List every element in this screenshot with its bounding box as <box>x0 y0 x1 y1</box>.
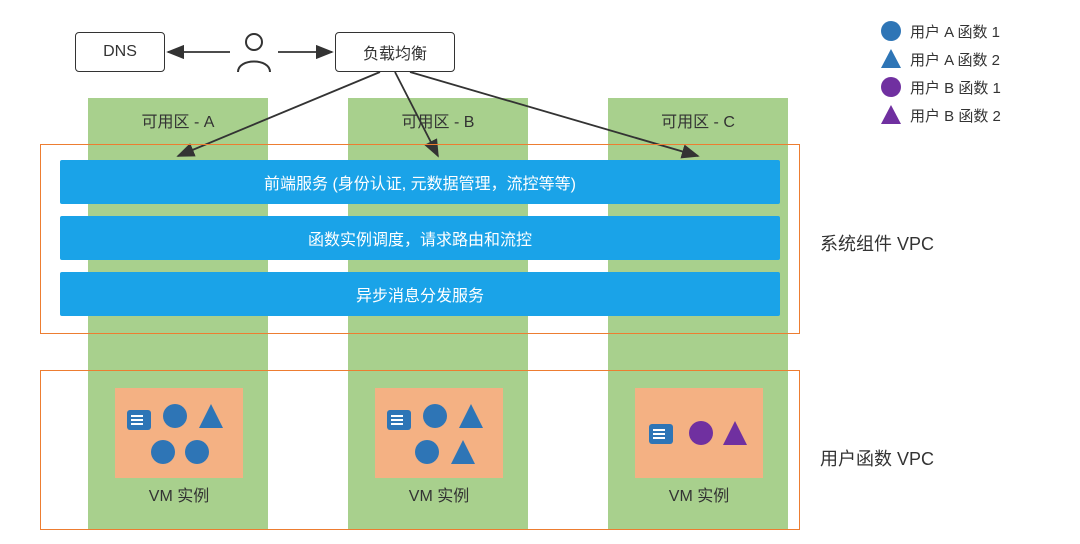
circle-icon <box>881 77 901 97</box>
load-balancer-box: 负载均衡 <box>335 32 455 72</box>
circle-icon <box>881 21 901 41</box>
vm-box-b <box>375 388 503 478</box>
circle-icon <box>423 404 447 428</box>
dns-label: DNS <box>103 43 137 61</box>
vm-a-shapes <box>115 388 243 478</box>
lb-label: 负载均衡 <box>363 40 427 64</box>
triangle-icon <box>451 440 475 464</box>
legend-b1: 用户 B 函数 1 <box>880 76 1001 98</box>
vm-box-a <box>115 388 243 478</box>
bar-async: 异步消息分发服务 <box>60 272 780 316</box>
legend-a1-label: 用户 A 函数 1 <box>910 21 1000 42</box>
vpc-user-label: 用户函数 VPC <box>820 445 934 471</box>
triangle-icon <box>881 49 901 68</box>
bar-scheduler: 函数实例调度，请求路由和流控 <box>60 216 780 260</box>
circle-icon <box>151 440 175 464</box>
vm-b-label: VM 实例 <box>375 482 503 506</box>
bar-frontend: 前端服务 (身份认证, 元数据管理，流控等等) <box>60 160 780 204</box>
circle-icon <box>689 421 713 445</box>
vm-a-label: VM 实例 <box>115 482 243 506</box>
zone-a-label: 可用区 - A <box>88 98 268 132</box>
triangle-icon <box>459 404 483 428</box>
legend: 用户 A 函数 1 用户 A 函数 2 用户 B 函数 1 用户 B 函数 2 <box>880 20 1001 132</box>
vm-c-label: VM 实例 <box>635 482 763 506</box>
legend-a2-label: 用户 A 函数 2 <box>910 49 1000 70</box>
vm-b-shapes <box>375 388 503 478</box>
dns-box: DNS <box>75 32 165 72</box>
bar-frontend-label: 前端服务 (身份认证, 元数据管理，流控等等) <box>264 170 576 194</box>
legend-b1-label: 用户 B 函数 1 <box>910 77 1001 98</box>
zone-c-label: 可用区 - C <box>608 98 788 132</box>
vm-box-c <box>635 388 763 478</box>
bar-scheduler-label: 函数实例调度，请求路由和流控 <box>308 226 532 250</box>
vm-c-shapes <box>635 388 763 478</box>
zone-b-label: 可用区 - B <box>348 98 528 132</box>
user-icon <box>232 30 276 74</box>
triangle-icon <box>199 404 223 428</box>
vpc-system-label: 系统组件 VPC <box>820 230 934 256</box>
legend-a1: 用户 A 函数 1 <box>880 20 1001 42</box>
legend-b2-label: 用户 B 函数 2 <box>910 105 1001 126</box>
legend-a2: 用户 A 函数 2 <box>880 48 1001 70</box>
triangle-icon <box>881 105 901 124</box>
circle-icon <box>415 440 439 464</box>
circle-icon <box>163 404 187 428</box>
circle-icon <box>185 440 209 464</box>
triangle-icon <box>723 421 747 445</box>
legend-b2: 用户 B 函数 2 <box>880 104 1001 126</box>
bar-async-label: 异步消息分发服务 <box>356 282 484 306</box>
